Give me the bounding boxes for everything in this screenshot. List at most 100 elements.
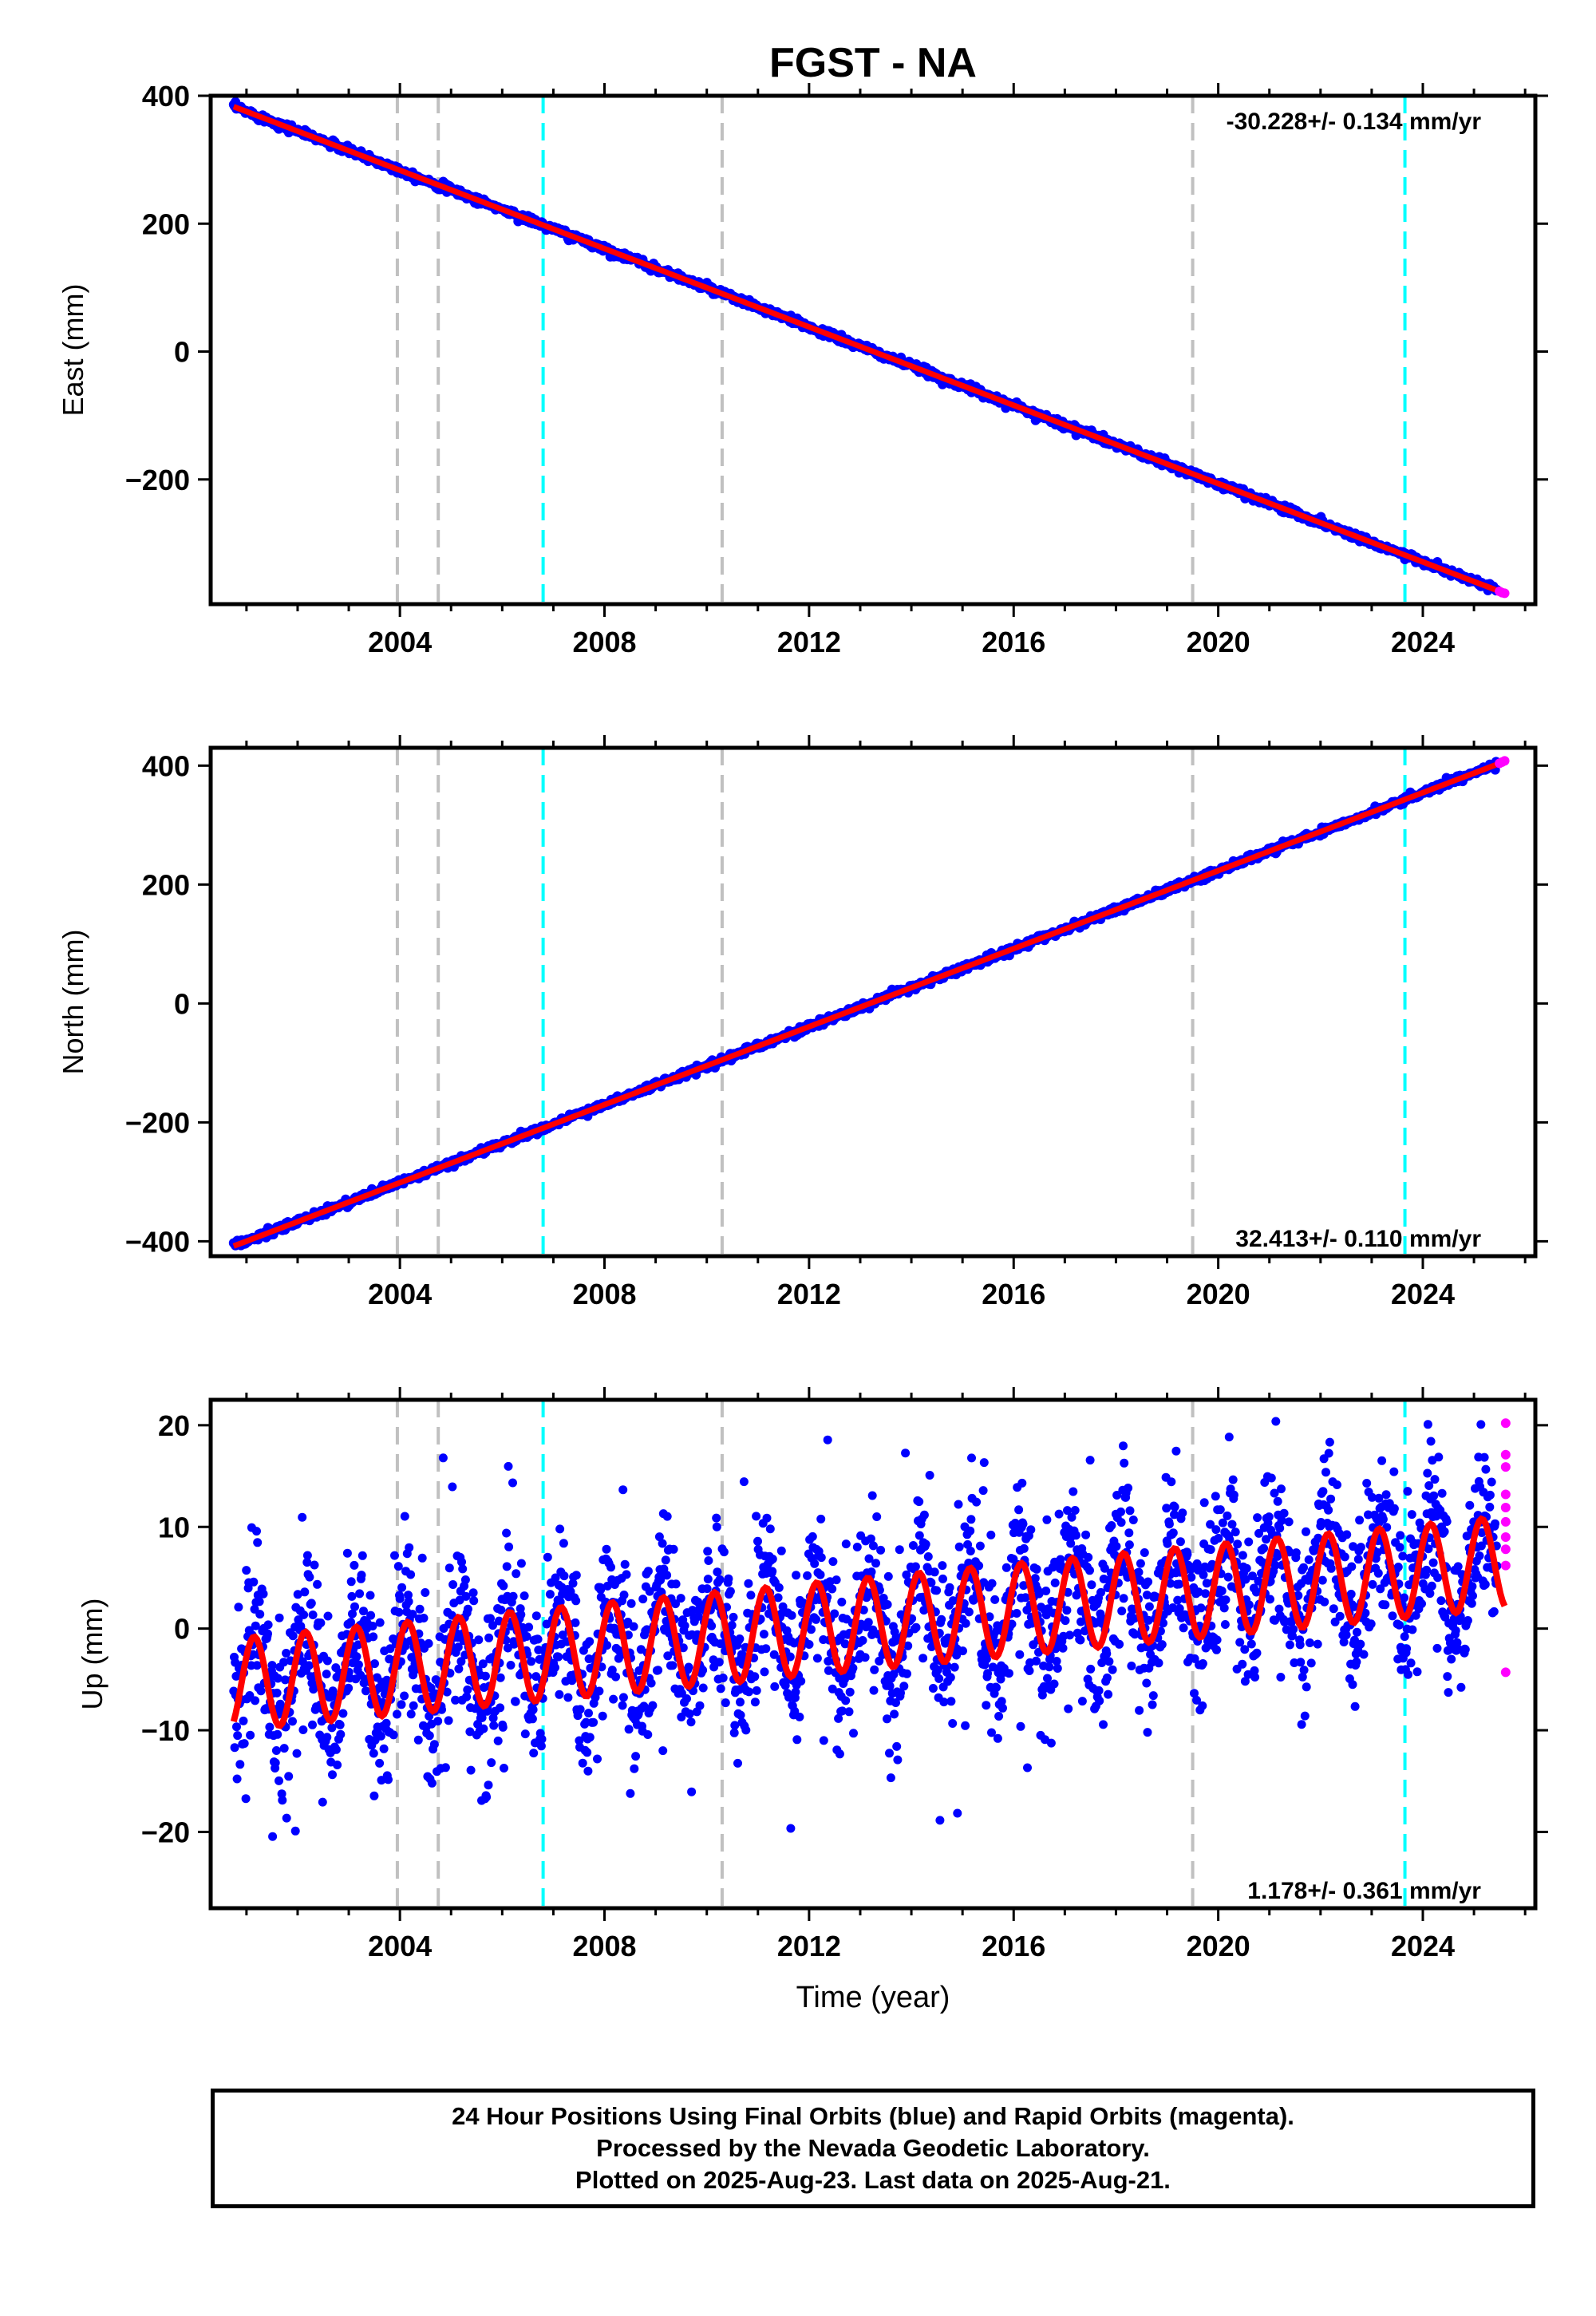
plot-frame	[208, 745, 1538, 1259]
final-orbit-point	[344, 1683, 354, 1693]
final-orbit-point	[950, 1662, 959, 1672]
final-orbit-point	[484, 1633, 494, 1642]
final-orbit-point	[308, 1720, 317, 1729]
final-orbit-point	[350, 1602, 359, 1611]
final-orbit-point	[718, 1674, 728, 1682]
final-orbit-point	[867, 1491, 877, 1500]
final-orbit-point	[506, 1661, 516, 1670]
rapid-orbit-point	[1499, 588, 1510, 599]
final-orbit-point	[812, 1614, 821, 1624]
final-orbit-point	[807, 1625, 816, 1634]
final-orbit-point	[277, 1789, 286, 1799]
final-orbit-point	[255, 1597, 264, 1607]
final-orbit-point	[1119, 1594, 1128, 1603]
final-orbit-point	[964, 1607, 974, 1617]
final-orbit-point	[918, 1654, 928, 1663]
final-orbit-point	[932, 1586, 942, 1595]
final-orbit-point	[1104, 1657, 1114, 1666]
final-orbit-point	[368, 1622, 377, 1630]
final-orbit-point	[1062, 1606, 1072, 1615]
final-orbit-point	[661, 1555, 670, 1565]
final-orbit-point	[883, 1571, 893, 1581]
final-orbit-point	[273, 1674, 282, 1683]
x-tick-label: 2020	[1187, 626, 1250, 658]
final-orbit-point	[255, 1610, 265, 1619]
final-orbit-point	[246, 1730, 255, 1740]
final-orbit-point	[860, 1653, 870, 1662]
final-orbit-point	[870, 1665, 879, 1674]
final-orbit-point	[863, 1618, 873, 1627]
final-orbit-point	[1124, 1484, 1133, 1492]
final-orbit-point	[858, 1636, 867, 1645]
final-orbit-point	[322, 1733, 332, 1742]
final-orbit-point	[1023, 1763, 1032, 1773]
final-orbit-point	[1012, 1609, 1021, 1618]
final-orbit-point	[668, 1661, 678, 1670]
final-orbit-point	[1100, 1563, 1109, 1573]
final-orbit-point	[792, 1571, 801, 1580]
final-orbit-point	[834, 1713, 843, 1723]
final-orbit-point	[896, 1688, 905, 1697]
final-orbit-point	[824, 1657, 833, 1666]
final-orbit-point	[810, 1559, 820, 1568]
final-orbit-point	[903, 1669, 911, 1678]
final-orbit-point	[595, 1686, 604, 1696]
final-orbit-point	[883, 1600, 892, 1609]
final-orbit-point	[778, 1602, 788, 1611]
final-orbit-point	[841, 1696, 851, 1705]
final-orbit-point	[404, 1597, 413, 1607]
final-orbit-point	[342, 1548, 352, 1558]
final-orbit-point	[676, 1594, 685, 1603]
final-orbit-point	[456, 1657, 466, 1666]
final-orbit-point	[427, 1778, 437, 1788]
final-orbit-point	[298, 1657, 307, 1666]
final-orbit-point	[451, 1695, 460, 1705]
final-orbit-point	[915, 1531, 924, 1540]
final-orbit-point	[333, 1761, 342, 1769]
final-orbit-point	[504, 1461, 513, 1471]
final-orbit-point	[620, 1559, 630, 1569]
final-orbit-point	[994, 1712, 1004, 1721]
final-orbit-point	[454, 1664, 464, 1674]
final-orbit-point	[715, 1575, 725, 1584]
final-orbit-point	[1116, 1518, 1126, 1528]
final-orbit-point	[948, 1719, 958, 1728]
final-orbit-point	[498, 1722, 508, 1732]
final-orbit-point	[310, 1560, 319, 1570]
final-orbit-point	[302, 1558, 312, 1567]
final-orbit-point	[602, 1544, 611, 1554]
final-orbit-point	[630, 1764, 639, 1773]
final-orbit-point	[1095, 1696, 1104, 1705]
final-orbit-point	[1076, 1635, 1085, 1645]
final-orbit-point	[304, 1661, 314, 1670]
y-tick-label: 400	[142, 749, 190, 782]
final-orbit-point	[946, 1697, 956, 1706]
final-orbit-point	[645, 1587, 654, 1596]
final-orbit-point	[733, 1758, 742, 1768]
final-orbit-point	[1127, 1662, 1136, 1670]
final-orbit-point	[864, 1554, 874, 1563]
final-orbit-point	[551, 1573, 560, 1583]
final-orbit-point	[259, 1589, 268, 1599]
final-orbit-point	[953, 1808, 962, 1818]
final-orbit-point	[457, 1557, 466, 1567]
final-orbit-point	[484, 1780, 493, 1790]
final-orbit-point	[925, 1471, 934, 1480]
final-orbit-point	[1144, 1615, 1153, 1625]
final-orbit-point	[537, 1734, 547, 1744]
final-orbit-point	[499, 1581, 508, 1591]
final-orbit-point	[1116, 1507, 1125, 1516]
final-orbit-point	[370, 1659, 379, 1669]
final-orbit-point	[1019, 1581, 1029, 1591]
final-orbit-point	[735, 1634, 745, 1643]
final-orbit-point	[686, 1717, 696, 1727]
final-orbit-point	[1071, 1531, 1080, 1540]
final-orbit-point	[1168, 1528, 1178, 1538]
final-orbit-point	[393, 1709, 401, 1719]
plot-area	[228, 96, 1510, 604]
final-orbit-point	[654, 1666, 663, 1675]
final-orbit-point	[1014, 1505, 1024, 1515]
final-orbit-point	[1063, 1506, 1072, 1516]
final-orbit-point	[869, 1686, 879, 1695]
